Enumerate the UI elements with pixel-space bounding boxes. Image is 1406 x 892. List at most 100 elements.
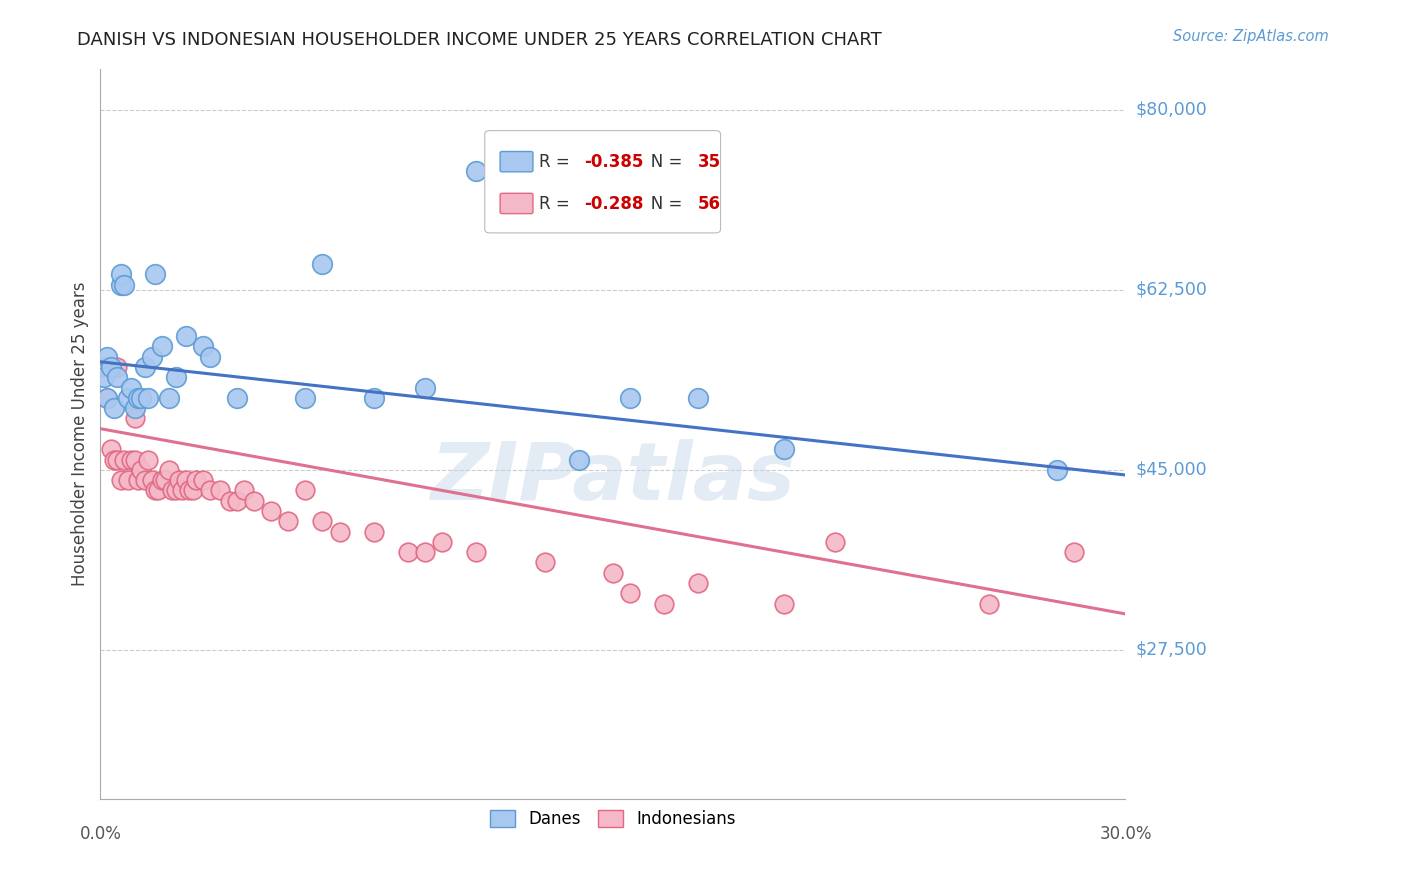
Point bbox=[107, 452, 129, 467]
Point bbox=[277, 514, 299, 528]
Text: -0.288: -0.288 bbox=[585, 194, 644, 212]
Point bbox=[96, 350, 118, 364]
Point bbox=[157, 463, 180, 477]
Point bbox=[172, 483, 194, 498]
Point bbox=[103, 401, 125, 416]
Point bbox=[100, 442, 122, 457]
Point bbox=[93, 370, 115, 384]
FancyBboxPatch shape bbox=[501, 152, 533, 172]
Point bbox=[191, 339, 214, 353]
Point bbox=[243, 493, 266, 508]
Point bbox=[232, 483, 254, 498]
Point bbox=[602, 566, 624, 580]
Point bbox=[311, 514, 333, 528]
Point bbox=[117, 391, 139, 405]
Point bbox=[167, 473, 190, 487]
Point bbox=[107, 359, 129, 374]
Point bbox=[619, 586, 641, 600]
Point bbox=[141, 473, 163, 487]
Point bbox=[198, 350, 221, 364]
Point bbox=[134, 473, 156, 487]
Point bbox=[191, 473, 214, 487]
Point bbox=[165, 483, 187, 498]
Point bbox=[772, 597, 794, 611]
Point bbox=[117, 473, 139, 487]
Point bbox=[110, 473, 132, 487]
Text: 35: 35 bbox=[697, 153, 721, 170]
Point bbox=[112, 452, 135, 467]
Point bbox=[155, 473, 177, 487]
Point bbox=[165, 370, 187, 384]
Point bbox=[120, 380, 142, 394]
Point bbox=[107, 370, 129, 384]
Point bbox=[124, 401, 146, 416]
Point bbox=[208, 483, 231, 498]
Point bbox=[772, 442, 794, 457]
Point bbox=[1046, 463, 1069, 477]
Text: 30.0%: 30.0% bbox=[1099, 825, 1152, 843]
Point bbox=[134, 359, 156, 374]
Point bbox=[824, 534, 846, 549]
Text: $80,000: $80,000 bbox=[1136, 101, 1208, 119]
Point bbox=[465, 545, 488, 559]
Text: ZIPatlas: ZIPatlas bbox=[430, 439, 796, 516]
Text: R =: R = bbox=[538, 194, 575, 212]
Point bbox=[294, 391, 316, 405]
Point bbox=[652, 597, 675, 611]
Point bbox=[311, 257, 333, 271]
Point bbox=[533, 556, 555, 570]
Point bbox=[226, 391, 249, 405]
Text: 0.0%: 0.0% bbox=[79, 825, 121, 843]
Point bbox=[619, 391, 641, 405]
Point bbox=[141, 350, 163, 364]
Point bbox=[136, 391, 159, 405]
Point bbox=[430, 534, 453, 549]
Text: N =: N = bbox=[636, 194, 688, 212]
Point bbox=[143, 268, 166, 282]
Point bbox=[1063, 545, 1085, 559]
Point bbox=[568, 452, 591, 467]
Point bbox=[110, 268, 132, 282]
Point bbox=[465, 164, 488, 178]
Point bbox=[688, 391, 710, 405]
FancyBboxPatch shape bbox=[501, 194, 533, 213]
Y-axis label: Householder Income Under 25 years: Householder Income Under 25 years bbox=[72, 282, 89, 586]
Point bbox=[136, 452, 159, 467]
Text: 56: 56 bbox=[697, 194, 721, 212]
Point bbox=[198, 483, 221, 498]
Point bbox=[219, 493, 242, 508]
Point bbox=[328, 524, 350, 539]
Point bbox=[127, 391, 149, 405]
Legend: Danes, Indonesians: Danes, Indonesians bbox=[484, 803, 742, 835]
Point bbox=[226, 493, 249, 508]
Point bbox=[181, 483, 204, 498]
Text: DANISH VS INDONESIAN HOUSEHOLDER INCOME UNDER 25 YEARS CORRELATION CHART: DANISH VS INDONESIAN HOUSEHOLDER INCOME … bbox=[77, 31, 882, 49]
Point bbox=[112, 277, 135, 292]
Point bbox=[160, 483, 183, 498]
Point bbox=[157, 391, 180, 405]
Point bbox=[93, 359, 115, 374]
Point bbox=[150, 339, 173, 353]
Point bbox=[96, 391, 118, 405]
Point bbox=[103, 452, 125, 467]
Point bbox=[688, 576, 710, 591]
Point bbox=[260, 504, 283, 518]
FancyBboxPatch shape bbox=[485, 130, 720, 233]
Point bbox=[294, 483, 316, 498]
Text: N =: N = bbox=[636, 153, 688, 170]
Point bbox=[148, 483, 170, 498]
Point bbox=[363, 524, 385, 539]
Text: -0.385: -0.385 bbox=[585, 153, 644, 170]
Text: Source: ZipAtlas.com: Source: ZipAtlas.com bbox=[1173, 29, 1329, 44]
Point bbox=[131, 463, 153, 477]
Point bbox=[396, 545, 419, 559]
Point bbox=[179, 483, 201, 498]
Point bbox=[124, 452, 146, 467]
Text: R =: R = bbox=[538, 153, 575, 170]
Point bbox=[120, 452, 142, 467]
Point bbox=[100, 359, 122, 374]
Point bbox=[127, 473, 149, 487]
Point bbox=[184, 473, 207, 487]
Point bbox=[131, 391, 153, 405]
Point bbox=[96, 391, 118, 405]
